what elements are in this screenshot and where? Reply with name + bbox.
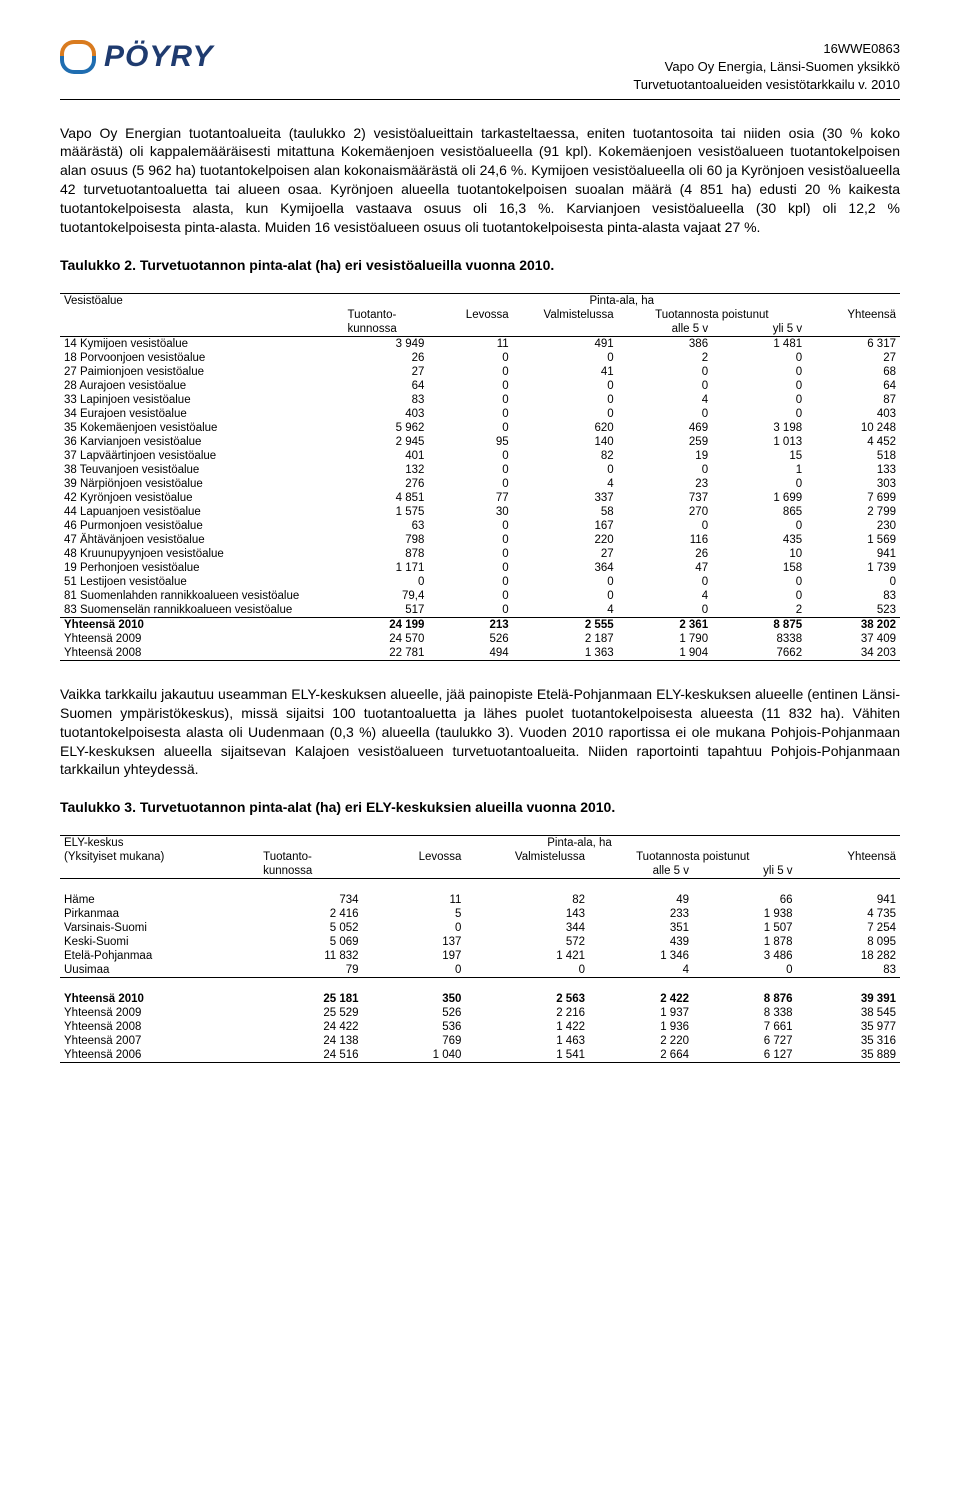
table-row: 44 Lapuanjoen vesistöalue1 5753058270865… — [60, 505, 900, 519]
table-row: 83 Suomenselän rannikkoalueen vesistöalu… — [60, 603, 900, 618]
table-row: Pirkanmaa2 41651432331 9384 735 — [60, 907, 900, 921]
paragraph-1: Vapo Oy Energian tuotantoalueita (tauluk… — [60, 124, 900, 237]
logo: PÖYRY — [60, 40, 214, 74]
table-row: Varsinais-Suomi5 05203443511 5077 254 — [60, 921, 900, 935]
t2-head-alle: alle 5 v — [589, 864, 693, 879]
t2-head-valm: Valmistelussa — [465, 850, 589, 864]
table-total-row: Yhteensä 200724 1387691 4632 2206 72735 … — [60, 1034, 900, 1048]
paragraph-2: Vaikka tarkkailu jakautuu useamman ELY-k… — [60, 685, 900, 779]
table-row: Keski-Suomi5 0691375724391 8788 095 — [60, 935, 900, 949]
table-row: 33 Lapinjoen vesistöalue83004087 — [60, 393, 900, 407]
t1-head-area: Vesistöalue — [60, 293, 344, 308]
t1-head-pois: Tuotannosta poistunut — [618, 308, 806, 322]
table1: Vesistöalue Pinta-ala, ha Tuotanto- Levo… — [60, 293, 900, 661]
table-total-row: Yhteensä 201025 1813502 5632 4228 87639 … — [60, 992, 900, 1006]
t1-head-yli: yli 5 v — [712, 322, 806, 337]
t2-head-tuotanto2: kunnossa — [259, 864, 362, 879]
t2-head-yht: Yhteensä — [797, 850, 900, 864]
table-row: 37 Lapväärtinjoen vesistöalue40108219155… — [60, 449, 900, 463]
table-row: 38 Teuvanjoen vesistöalue1320001133 — [60, 463, 900, 477]
table-row: 51 Lestijoen vesistöalue000000 — [60, 575, 900, 589]
table-row: 34 Eurajoen vesistöalue4030000403 — [60, 407, 900, 421]
logo-text: PÖYRY — [104, 40, 214, 74]
table-total-row: Yhteensä 200822 7814941 3631 904766234 2… — [60, 646, 900, 661]
t1-head-pinta: Pinta-ala, ha — [344, 293, 901, 308]
table-row: 47 Ähtävänjoen vesistöalue79802201164351… — [60, 533, 900, 547]
table-row: 81 Suomenlahden rannikkoalueen vesistöal… — [60, 589, 900, 603]
t2-head-yli: yli 5 v — [693, 864, 797, 879]
table-row: 28 Aurajoen vesistöalue64000064 — [60, 379, 900, 393]
table-total-row: Yhteensä 200924 5705262 1871 790833837 4… — [60, 632, 900, 646]
table-row: 35 Kokemäenjoen vesistöalue5 96206204693… — [60, 421, 900, 435]
table2-caption: Taulukko 3. Turvetuotannon pinta-alat (h… — [60, 799, 900, 815]
table-row: 39 Närpiönjoen vesistöalue27604230303 — [60, 477, 900, 491]
table-row: Häme73411824966941 — [60, 893, 900, 907]
t1-head-valm: Valmistelussa — [513, 308, 618, 322]
t2-head-pois: Tuotannosta poistunut — [589, 850, 797, 864]
table-row: 36 Karvianjoen vesistöalue2 945951402591… — [60, 435, 900, 449]
t2-head-ely: ELY-keskus — [60, 836, 259, 851]
t1-head-tuotanto1: Tuotanto- — [344, 308, 429, 322]
table-total-row: Yhteensä 200624 5161 0401 5412 6646 1273… — [60, 1048, 900, 1063]
t1-head-alle: alle 5 v — [618, 322, 712, 337]
table-total-row: Yhteensä 200925 5295262 2161 9378 33838 … — [60, 1006, 900, 1020]
table-row: 14 Kymijoen vesistöalue3 949114913861 48… — [60, 336, 900, 351]
table-row: 27 Paimionjoen vesistöalue270410068 — [60, 365, 900, 379]
table-total-row: Yhteensä 201024 1992132 5552 3618 87538 … — [60, 617, 900, 632]
table-row: 46 Purmonjoen vesistöalue63016700230 — [60, 519, 900, 533]
table-row: 19 Perhonjoen vesistöalue1 1710364471581… — [60, 561, 900, 575]
doc-client: Vapo Oy Energia, Länsi-Suomen yksikkö — [633, 58, 900, 76]
table-row: Etelä-Pohjanmaa11 8321971 4211 3463 4861… — [60, 949, 900, 963]
t1-head-tuotanto2: kunnossa — [344, 322, 429, 337]
table-row: 48 Kruunupyynjoen vesistöalue87802726109… — [60, 547, 900, 561]
logo-swirl-icon — [60, 40, 96, 74]
t2-head-levossa: Levossa — [363, 850, 466, 864]
t1-head-yht: Yhteensä — [806, 308, 900, 322]
doc-ref: 16WWE0863 — [633, 40, 900, 58]
t2-head-sub: (Yksityiset mukana) — [60, 850, 259, 864]
table-row: 18 Porvoonjoen vesistöalue26002027 — [60, 351, 900, 365]
doc-title: Turvetuotantoalueiden vesistötarkkailu v… — [633, 76, 900, 94]
page-header: PÖYRY 16WWE0863 Vapo Oy Energia, Länsi-S… — [60, 40, 900, 100]
t2-head-pinta: Pinta-ala, ha — [259, 836, 900, 851]
table1-caption: Taulukko 2. Turvetuotannon pinta-alat (h… — [60, 257, 900, 273]
t1-head-levossa: Levossa — [428, 308, 512, 322]
table-total-row: Yhteensä 200824 4225361 4221 9367 66135 … — [60, 1020, 900, 1034]
table-row: 42 Kyrönjoen vesistöalue4 851773377371 6… — [60, 491, 900, 505]
table-row: Uusimaa79004083 — [60, 963, 900, 978]
table2: ELY-keskus Pinta-ala, ha (Yksityiset muk… — [60, 835, 900, 1063]
t2-head-tuotanto1: Tuotanto- — [259, 850, 362, 864]
header-meta: 16WWE0863 Vapo Oy Energia, Länsi-Suomen … — [633, 40, 900, 95]
